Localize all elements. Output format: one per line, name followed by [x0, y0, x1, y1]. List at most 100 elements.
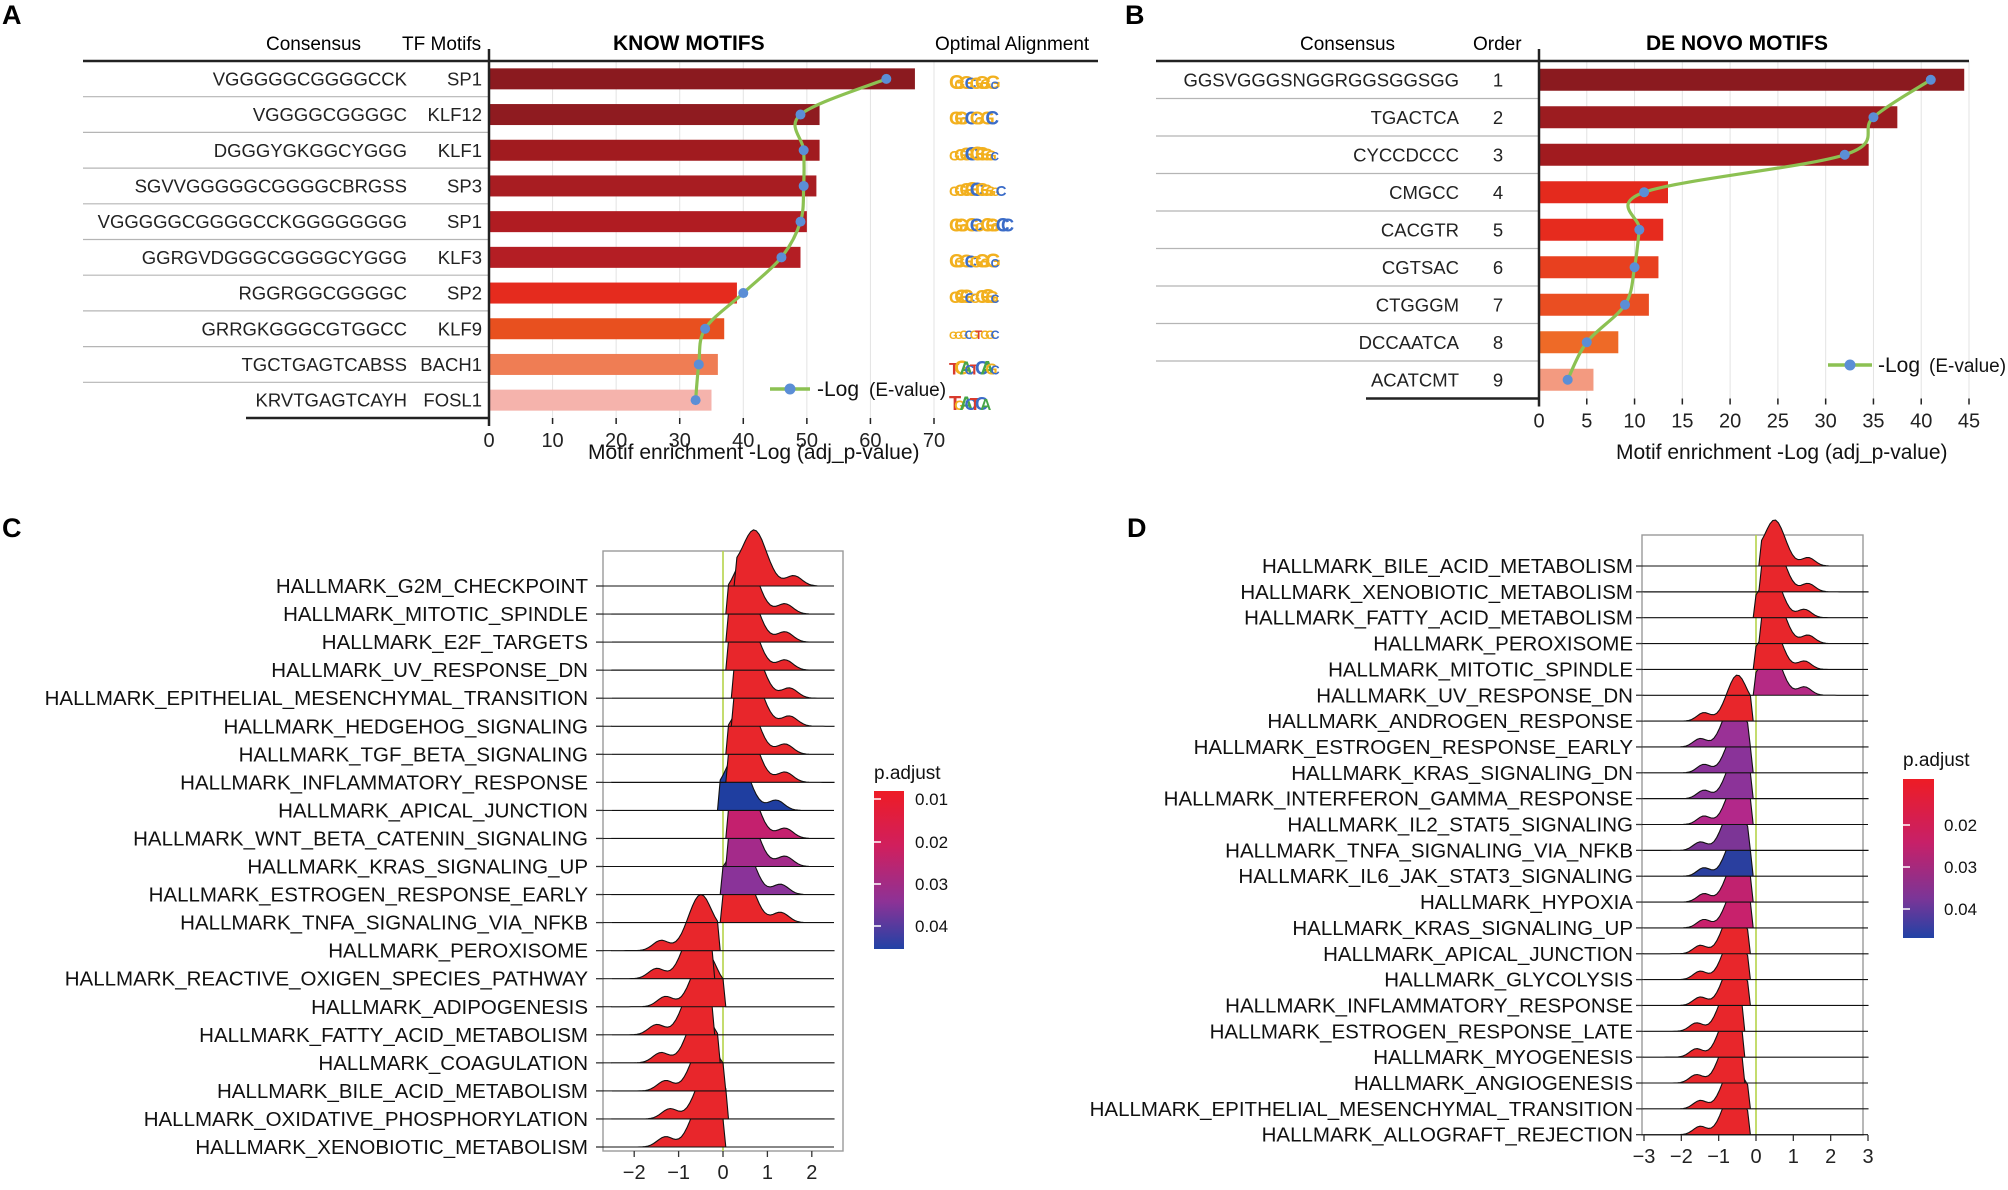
x-tick-label: 50: [796, 430, 818, 452]
tf-motif-label: SP3: [447, 175, 482, 196]
pathway-label: HALLMARK_INFLAMMATORY_RESPONSE: [1225, 994, 1633, 1017]
e-value-point: [1581, 337, 1592, 348]
alignment-logo: GGGCGGGGC: [949, 250, 1001, 272]
ridge-density: [1644, 932, 1868, 981]
x-tick-label: 1: [1788, 1146, 1799, 1168]
logo-letter: G: [985, 72, 1000, 94]
x-tick-label: −1: [1707, 1146, 1730, 1168]
alignment-logo: GGGGCGGGGC: [949, 179, 1007, 201]
logo-letter: G: [975, 251, 990, 272]
pathway-label: HALLMARK_KRAS_SIGNALING_DN: [1291, 762, 1633, 785]
logo-letter: G: [959, 250, 973, 271]
x-tick-label: 40: [732, 430, 754, 452]
logo-letter: C: [965, 143, 979, 165]
ridge-density: [612, 585, 834, 643]
e-value-point: [795, 216, 806, 227]
ridge-density: [611, 725, 835, 783]
logo-letter: G: [954, 330, 963, 342]
logo-letter: G: [959, 72, 974, 93]
legend-label-suffix: (E-value): [869, 380, 946, 401]
tf-motif-label: FOSL1: [423, 390, 482, 411]
pathway-label: HALLMARK_EPITHELIAL_MESENCHYMAL_TRANSITI…: [1090, 1098, 1633, 1121]
logo-letter: C: [965, 329, 974, 342]
e-value-point: [1925, 74, 1936, 85]
bar: [1539, 256, 1659, 279]
pathway-label: HALLMARK_MITOTIC_SPINDLE: [283, 603, 588, 626]
bar: [1539, 68, 1965, 91]
logo-letter: G: [954, 286, 969, 308]
panel-letter-a: A: [2, 0, 22, 30]
pathway-label: HALLMARK_GLYCOLYSIS: [1384, 969, 1633, 992]
e-value-line: [1566, 78, 1932, 381]
pathway-label: HALLMARK_TNFA_SIGNALING_VIA_NFKB: [1225, 839, 1633, 862]
logo-letter: G: [975, 179, 989, 200]
logo-letter: C: [996, 184, 1007, 200]
bar: [489, 175, 817, 197]
legend-label: -Log: [1878, 354, 1920, 377]
logo-letter: G: [954, 357, 969, 379]
ridge-density: [1643, 855, 1869, 903]
pathway-label: HALLMARK_MITOTIC_SPINDLE: [1328, 658, 1633, 681]
e-value-point: [1639, 187, 1650, 198]
logo-letter: T: [970, 394, 981, 414]
consensus-label: VGGGGCGGGGC: [253, 104, 407, 125]
legend-tick-label: 0.04: [1944, 900, 1977, 919]
pathway-label: HALLMARK_G2M_CHECKPOINT: [276, 575, 589, 598]
pathway-label: HALLMARK_E2F_TARGETS: [322, 631, 588, 654]
x-tick-label: −2: [1670, 1146, 1693, 1168]
e-value-point: [1868, 112, 1879, 123]
ridge-density: [611, 893, 835, 952]
logo-letter: G: [975, 286, 989, 307]
panel-c-gsea-ridgeline: HALLMARK_XENOBIOTIC_METABOLISM HALLMARK_O…: [45, 529, 948, 1184]
ridge-density: [1643, 648, 1869, 696]
logo-letter: G: [985, 184, 995, 199]
x-tick-label: 2: [1825, 1146, 1836, 1168]
ridge-density: [612, 529, 834, 587]
logo-letter: G: [980, 328, 989, 342]
e-value-point: [738, 288, 749, 299]
tf-motif-label: KLF12: [427, 104, 482, 125]
ridge-density: [1643, 803, 1869, 851]
ridge-density: [1643, 958, 1869, 1007]
pathway-label: HALLMARK_APICAL_JUNCTION: [1323, 943, 1633, 966]
ridge-density: [611, 781, 835, 840]
logo-letter: G: [970, 109, 985, 130]
pathway-label: HALLMARK_INTERFERON_GAMMA_RESPONSE: [1164, 788, 1633, 811]
e-value-point: [690, 395, 701, 406]
logo-letter: G: [954, 215, 969, 236]
pathway-label: HALLMARK_PEROXISOME: [1373, 633, 1633, 656]
logo-letter: A: [980, 357, 994, 379]
ridge-density: [611, 557, 835, 615]
x-tick-label: 25: [1767, 411, 1789, 433]
ridge-density: [1643, 700, 1869, 748]
e-value-point: [881, 73, 892, 84]
bar: [489, 104, 820, 126]
legend-tick-label: 0.03: [1944, 858, 1977, 877]
logo-letter: G: [949, 330, 958, 342]
bar: [1539, 143, 1869, 166]
tf-motif-label: SP1: [447, 211, 482, 232]
e-value-legend: -Log (E-value): [1828, 354, 2006, 377]
consensus-label: CTGGGM: [1376, 294, 1459, 315]
alignment-logo: GGGCGGGGC: [949, 72, 1001, 94]
logo-letter: G: [975, 72, 990, 93]
logo-letter: C: [965, 291, 976, 307]
pathway-label: HALLMARK_IL6_JAK_STAT3_SIGNALING: [1238, 865, 1633, 888]
order-label: 2: [1493, 107, 1503, 128]
pathway-label: HALLMARK_HYPOXIA: [1420, 891, 1633, 914]
logo-letter: G: [991, 185, 1000, 199]
pathway-label: HALLMARK_OXIDATIVE_PHOSPHORYLATION: [144, 1108, 588, 1131]
p-adjust-legend: p.adjust 0.01 0.02 0.03 0.04: [874, 763, 948, 949]
x-tick-label: 0: [1533, 411, 1544, 433]
pathway-label: HALLMARK_INFLAMMATORY_RESPONSE: [180, 771, 588, 794]
logo-letter: C: [965, 396, 977, 414]
x-tick-label: 15: [1671, 411, 1693, 433]
consensus-label: VGGGGGCGGGGCCK: [213, 68, 408, 89]
logo-letter: G: [991, 221, 1000, 235]
legend-tick-label: 0.03: [915, 875, 948, 894]
logo-letter: G: [959, 287, 974, 308]
logo-letter: G: [949, 184, 960, 200]
order-label: 9: [1493, 369, 1503, 390]
logo-letter: C: [970, 179, 984, 201]
